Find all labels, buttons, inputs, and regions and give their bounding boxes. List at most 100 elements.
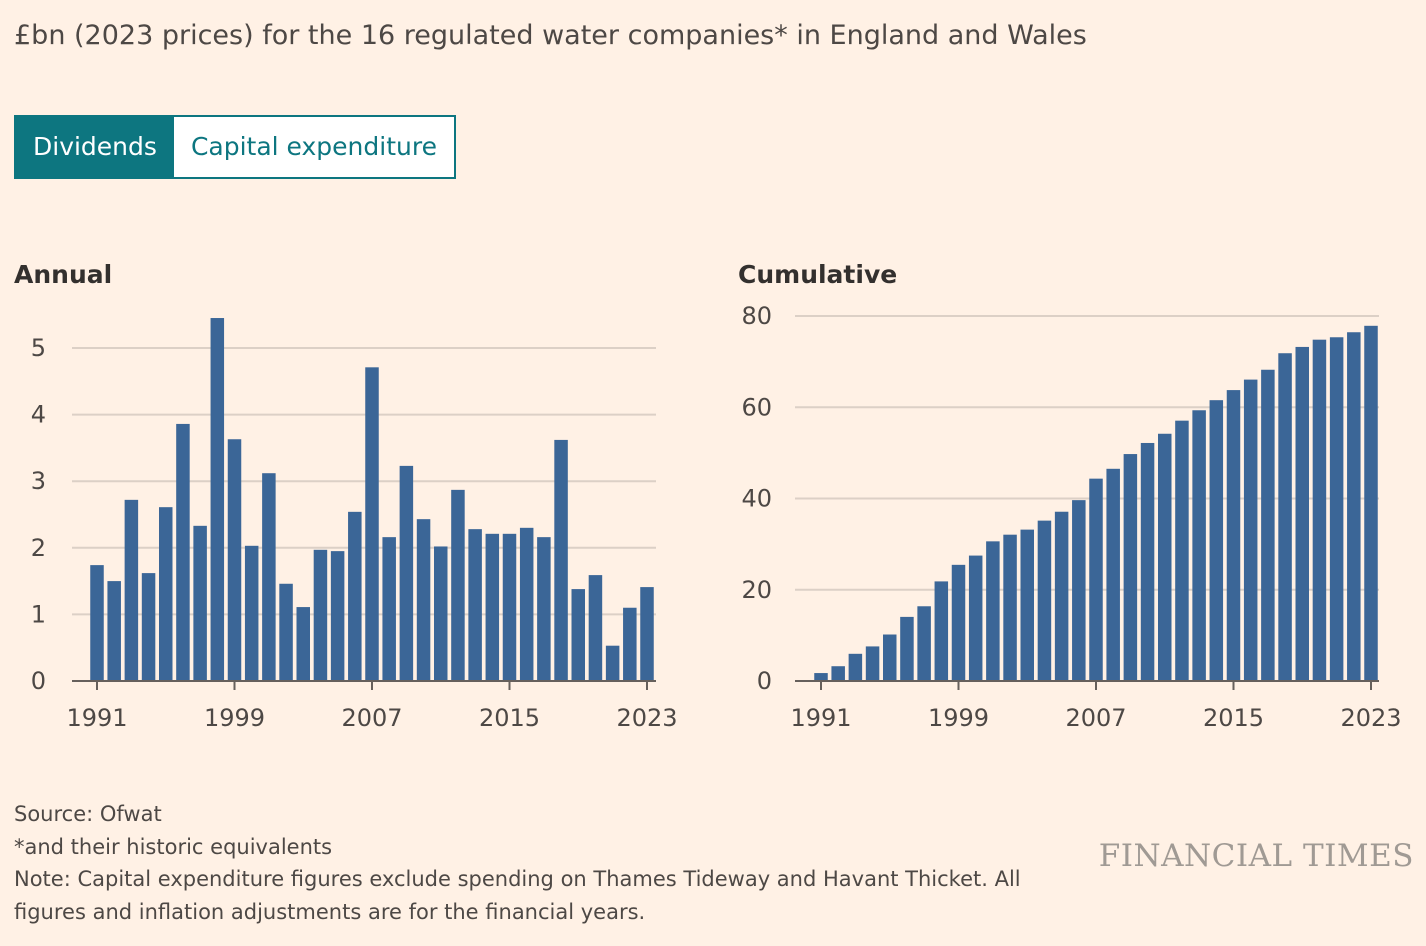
annual-bar-2017	[537, 537, 551, 681]
ft-logo: FINANCIAL TIMES	[1098, 838, 1414, 874]
annual-bar-2011	[434, 546, 448, 681]
cumulative-bar-1998	[934, 581, 949, 681]
annual-bar-2014	[485, 533, 500, 681]
annual-bar-2007	[365, 367, 379, 681]
cumulative-bar-1992	[831, 666, 845, 681]
cumulative-x-tick-label: 1999	[928, 704, 989, 732]
cumulative-bar-2014	[1209, 400, 1224, 681]
cumulative-bar-1999	[951, 564, 966, 681]
annual-bar-2004	[313, 549, 328, 681]
annual-bar-2020	[588, 575, 603, 681]
cumulative-bar-2020	[1312, 339, 1327, 681]
cumulative-x-tick-label: 2007	[1065, 704, 1126, 732]
annual-bar-2021	[605, 645, 620, 681]
cumulative-y-tick-label: 0	[757, 667, 772, 695]
annual-bar-2009	[399, 465, 414, 681]
annual-bar-2003	[296, 607, 310, 681]
annual-y-tick-label: 4	[31, 401, 46, 429]
annual-bar-1999	[227, 439, 242, 681]
cumulative-bar-2005	[1054, 511, 1069, 681]
annual-x-tick-label: 2023	[616, 704, 677, 732]
annual-bar-1993	[124, 499, 139, 681]
cumulative-bar-2011	[1158, 433, 1172, 681]
annual-bar-2016	[519, 527, 534, 681]
cumulative-bar-2017	[1261, 369, 1275, 681]
annual-bar-1994	[141, 573, 156, 681]
annual-bar-1991	[90, 565, 104, 681]
annual-bar-2010	[416, 519, 431, 681]
cumulative-bar-2022	[1347, 332, 1361, 681]
cumulative-bar-2019	[1295, 346, 1309, 681]
cumulative-bar-2001	[986, 541, 1000, 681]
cumulative-y-tick-label: 20	[741, 576, 772, 604]
annual-bar-2023	[640, 587, 654, 681]
annual-bar-1998	[210, 318, 225, 681]
annual-y-tick-label: 2	[31, 534, 46, 562]
cumulative-y-tick-label: 60	[741, 393, 772, 421]
annual-bar-1997	[193, 525, 207, 681]
footnote-text: *and their historic equivalents	[14, 834, 333, 859]
cumulative-bar-2008	[1106, 468, 1120, 681]
cumulative-bar-1993	[848, 653, 863, 681]
cumulative-x-tick-label: 1991	[790, 704, 851, 732]
tab-bar: Dividends Capital expenditure	[14, 115, 456, 179]
footer: Source: Ofwat *and their historic equiva…	[14, 798, 1054, 928]
annual-x-tick-label: 2015	[479, 704, 540, 732]
cumulative-x-tick-label: 2023	[1340, 704, 1401, 732]
note-text: Note: Capital expenditure figures exclud…	[14, 867, 1021, 924]
cumulative-bar-2004	[1037, 520, 1052, 681]
annual-bar-2006	[348, 511, 362, 681]
cumulative-bar-2002	[1003, 534, 1017, 681]
annual-x-tick-label: 1991	[66, 704, 127, 732]
cumulative-y-tick-label: 80	[741, 302, 772, 330]
cumulative-x-tick-label: 2015	[1203, 704, 1264, 732]
cumulative-chart-title: Cumulative	[738, 260, 898, 289]
annual-y-tick-label: 1	[31, 600, 46, 628]
annual-bar-2013	[468, 529, 482, 681]
cumulative-bar-1994	[865, 646, 880, 681]
cumulative-bar-2009	[1123, 454, 1138, 681]
annual-y-tick-label: 3	[31, 467, 46, 495]
cumulative-bar-2006	[1072, 500, 1086, 681]
annual-y-tick-label: 0	[31, 667, 46, 695]
annual-bar-2008	[382, 537, 396, 681]
cumulative-bar-1997	[917, 606, 931, 681]
annual-bar-2000	[244, 545, 259, 681]
annual-x-tick-label: 1999	[204, 704, 265, 732]
annual-bar-2018	[554, 439, 568, 681]
cumulative-bar-2023	[1364, 325, 1378, 681]
cumulative-bar-2016	[1243, 379, 1258, 681]
cumulative-bar-2012	[1175, 420, 1189, 681]
cumulative-bar-1995	[883, 634, 897, 681]
annual-bar-2005	[330, 551, 345, 681]
cumulative-bar-2013	[1192, 410, 1206, 681]
annual-x-tick-label: 2007	[341, 704, 402, 732]
cumulative-bar-1991	[814, 673, 828, 681]
annual-bar-2019	[571, 589, 585, 681]
cumulative-bar-2018	[1278, 353, 1292, 681]
annual-y-tick-label: 5	[31, 334, 46, 362]
cumulative-bar-2015	[1226, 390, 1241, 681]
annual-chart-title: Annual	[14, 260, 113, 289]
cumulative-bar-2003	[1020, 529, 1034, 681]
annual-bar-2001	[262, 473, 276, 681]
cumulative-bar-2000	[968, 555, 983, 681]
annual-bar-1992	[107, 581, 121, 681]
annual-bar-1996	[176, 423, 190, 681]
annual-bar-2002	[279, 583, 293, 681]
cumulative-y-tick-label: 40	[741, 485, 772, 513]
chart-subtitle: £bn (2023 prices) for the 16 regulated w…	[14, 20, 1087, 51]
cumulative-bar-2010	[1140, 442, 1155, 681]
annual-bar-2015	[502, 533, 517, 681]
annual-bar-1995	[159, 507, 173, 681]
source-text: Source: Ofwat	[14, 802, 162, 826]
annual-bar-2012	[451, 489, 465, 681]
cumulative-bar-2007	[1089, 478, 1103, 681]
tab-dividends[interactable]: Dividends	[16, 117, 174, 177]
tab-capital-expenditure[interactable]: Capital expenditure	[173, 117, 454, 177]
cumulative-bar-1996	[900, 616, 914, 681]
cumulative-bar-2021	[1329, 337, 1344, 681]
annual-bar-2022	[623, 607, 637, 681]
